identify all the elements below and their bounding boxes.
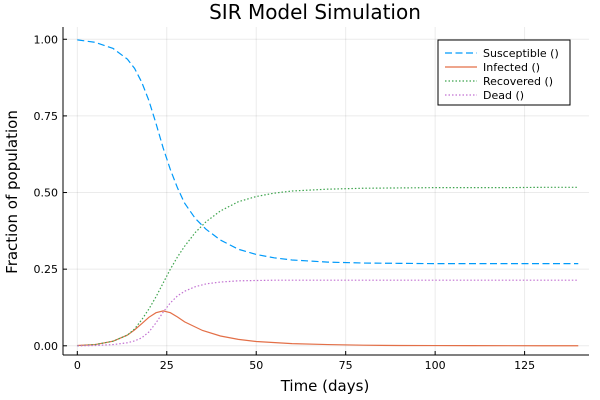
x-tick-label: 100 xyxy=(425,359,446,372)
chart-title: SIR Model Simulation xyxy=(209,0,421,24)
x-axis-label: Time (days) xyxy=(280,377,370,395)
y-tick-label: 0.50 xyxy=(34,187,59,200)
legend-label-3: Dead () xyxy=(483,89,524,102)
y-tick-label: 0.75 xyxy=(34,110,59,123)
tick-labels: 0 25 50 75 100 125 0.00 0.25 0.50 0.75 1.00 xyxy=(34,33,536,372)
series-line-3 xyxy=(77,279,579,347)
series-line-2 xyxy=(77,186,579,347)
legend-label-2: Recovered () xyxy=(483,75,553,88)
y-tick-label: 0.00 xyxy=(34,340,59,353)
legend-label-0: Susceptible () xyxy=(483,47,559,60)
series-line-0 xyxy=(77,39,579,265)
x-tick-label: 25 xyxy=(160,359,174,372)
x-tick-label: 50 xyxy=(249,359,263,372)
series-layer xyxy=(77,39,579,347)
x-tick-label: 125 xyxy=(514,359,535,372)
x-tick-label: 75 xyxy=(339,359,353,372)
y-axis-label: Fraction of population xyxy=(3,110,21,274)
x-tick-label: 0 xyxy=(74,359,81,372)
series-line-1 xyxy=(77,310,579,347)
y-tick-label: 0.25 xyxy=(34,263,59,276)
axes xyxy=(62,27,589,356)
legend-box xyxy=(437,39,571,106)
legend: Susceptible ()Infected ()Recovered ()Dea… xyxy=(437,39,571,106)
y-tick-label: 1.00 xyxy=(34,33,59,46)
legend-label-1: Infected () xyxy=(483,61,540,74)
